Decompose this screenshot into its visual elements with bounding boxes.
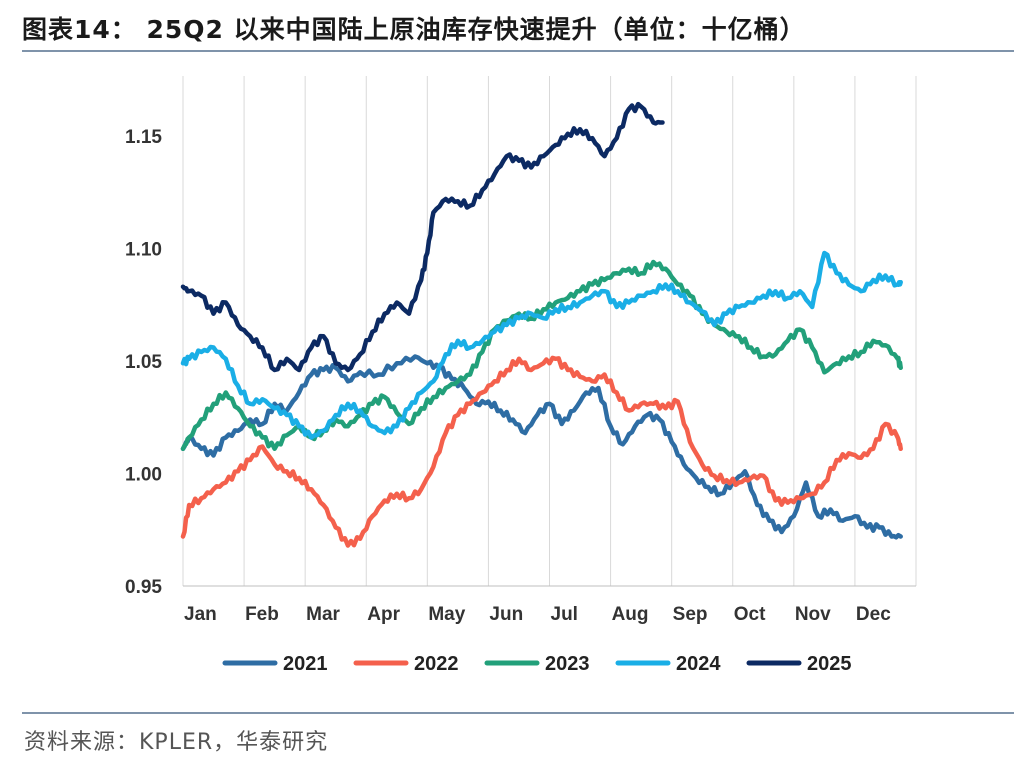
x-tick-label: Dec: [856, 604, 891, 625]
x-tick-label: Sep: [673, 604, 708, 625]
legend-label-2021: 2021: [283, 653, 328, 675]
x-tick-label: Mar: [306, 604, 340, 625]
title-bar: 图表14： 25Q2 以来中国陆上原油库存快速提升（单位：十亿桶）: [22, 10, 1014, 50]
y-axis-ticks: 0.95 1.00 1.05 1.10 1.15: [125, 127, 162, 598]
y-tick-label: 1.15: [125, 127, 162, 148]
x-tick-label: Jun: [489, 604, 523, 625]
x-tick-label: Oct: [734, 604, 766, 625]
series-line-2024: [180, 250, 903, 440]
legend-label-2023: 2023: [545, 653, 590, 675]
legend-label-2025: 2025: [807, 653, 852, 675]
x-tick-label: Nov: [795, 604, 831, 625]
legend-label-2022: 2022: [414, 653, 459, 675]
x-tick-label: Jan: [184, 604, 217, 625]
legend-label-2024: 2024: [676, 653, 721, 675]
y-tick-label: 1.05: [125, 352, 162, 373]
y-tick-label: 1.10: [125, 240, 162, 261]
x-axis-ticks: Jan Feb Mar Apr May Jun Jul Aug Sep Oct Nov Dec: [184, 604, 891, 625]
x-tick-label: Apr: [367, 604, 400, 625]
source-note: 资料来源：KPLER，华泰研究: [24, 730, 329, 755]
footer-divider: [22, 712, 1014, 714]
title-divider: [22, 50, 1014, 52]
y-tick-label: 1.00: [125, 465, 162, 486]
x-tick-label: Jul: [551, 604, 578, 625]
series-line-2022: [180, 355, 903, 548]
x-tick-label: Aug: [612, 604, 649, 625]
series-lines: [180, 101, 903, 548]
y-tick-label: 0.95: [125, 577, 162, 598]
legend: 2021 2022 2023 2024 2025: [222, 653, 852, 675]
series-line-2025: [180, 101, 665, 373]
chart-title: 图表14： 25Q2 以来中国陆上原油库存快速提升（单位：十亿桶）: [22, 15, 806, 44]
x-tick-label: Feb: [245, 604, 279, 625]
series-line-2021: [180, 354, 903, 540]
x-tick-label: May: [428, 604, 465, 625]
